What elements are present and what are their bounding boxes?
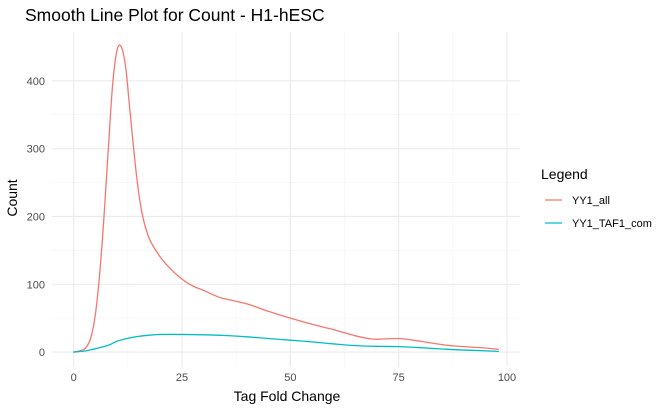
x-tick-label: 75: [393, 372, 405, 384]
x-axis-title: Tag Fold Change: [234, 388, 341, 404]
x-tick-label: 25: [176, 372, 188, 384]
y-tick-label: 300: [27, 144, 45, 156]
series-line-0: [73, 44, 499, 353]
y-tick-label: 100: [27, 279, 45, 291]
legend-title: Legend: [541, 166, 588, 182]
y-tick-label: 400: [27, 76, 45, 88]
y-tick-label: 0: [39, 347, 45, 359]
legend: Legend YY1_all YY1_TAF1_com: [541, 166, 652, 230]
series-line-1: [73, 333, 499, 353]
x-tick-label: 100: [498, 372, 516, 384]
chart-title: Smooth Line Plot for Count - H1-hESC: [25, 5, 325, 25]
series-lines: [73, 44, 499, 353]
x-axis-ticks: 0 25 50 75 100: [71, 372, 517, 384]
y-tick-label: 200: [27, 211, 45, 223]
legend-label-0: YY1_all: [572, 195, 610, 207]
legend-items: YY1_all YY1_TAF1_com: [545, 195, 652, 230]
y-axis-ticks: 0 100 200 300 400: [27, 76, 45, 359]
y-axis-title: Count: [4, 179, 20, 216]
x-tick-label: 0: [71, 372, 77, 384]
x-tick-label: 50: [284, 372, 296, 384]
legend-label-1: YY1_TAF1_com: [572, 218, 652, 230]
